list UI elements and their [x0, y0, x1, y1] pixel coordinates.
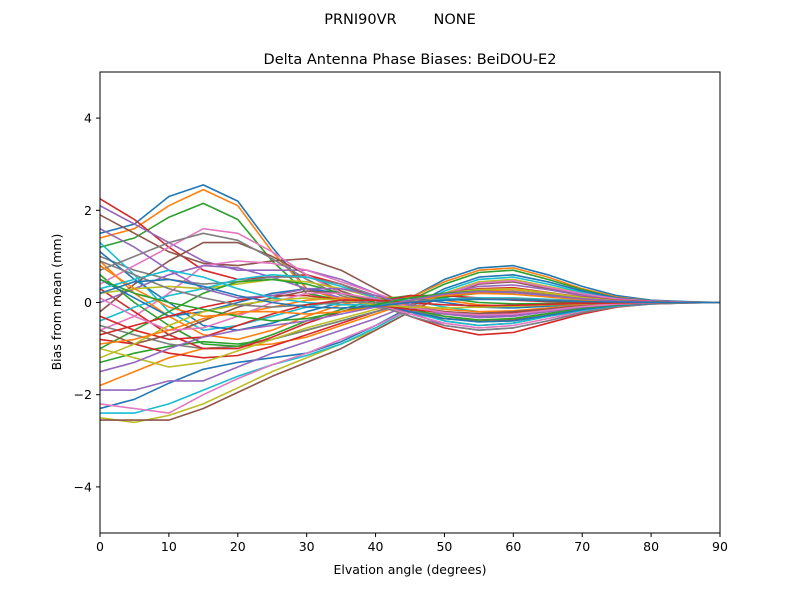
y-axis: −4 −2 0 2 4 — [74, 111, 100, 494]
x-tick-label: 90 — [712, 539, 728, 554]
x-tick-label: 30 — [299, 539, 315, 554]
x-tick-label: 10 — [161, 539, 177, 554]
series-layer — [100, 184, 720, 424]
chart-title: Delta Antenna Phase Biases: BeiDOU-E2 — [264, 52, 557, 68]
series-line-s44 — [100, 290, 720, 373]
series-line-s3 — [100, 202, 720, 306]
y-tick-label: 4 — [84, 111, 92, 126]
y-tick-label: −4 — [74, 479, 92, 494]
series-line-s28 — [100, 232, 720, 332]
y-axis-label: Bias from mean (mm) — [49, 234, 64, 371]
series-line-s45 — [100, 278, 720, 309]
x-tick-label: 40 — [368, 539, 384, 554]
x-axis-label: Elvation angle (degrees) — [333, 562, 486, 577]
x-tick-label: 80 — [643, 539, 659, 554]
x-tick-label: 20 — [230, 539, 246, 554]
x-tick-label: 70 — [574, 539, 590, 554]
y-tick-label: 0 — [84, 295, 92, 310]
y-tick-label: −2 — [74, 387, 92, 402]
x-tick-label: 60 — [505, 539, 521, 554]
chart-suptitle: PRNI90VR NONE — [324, 12, 476, 28]
x-tick-label: 0 — [96, 539, 104, 554]
x-axis: 0 10 20 30 40 50 60 70 80 90 — [96, 533, 728, 554]
series-line-s2 — [100, 188, 720, 304]
x-tick-label: 50 — [436, 539, 452, 554]
y-tick-label: 2 — [84, 203, 92, 218]
